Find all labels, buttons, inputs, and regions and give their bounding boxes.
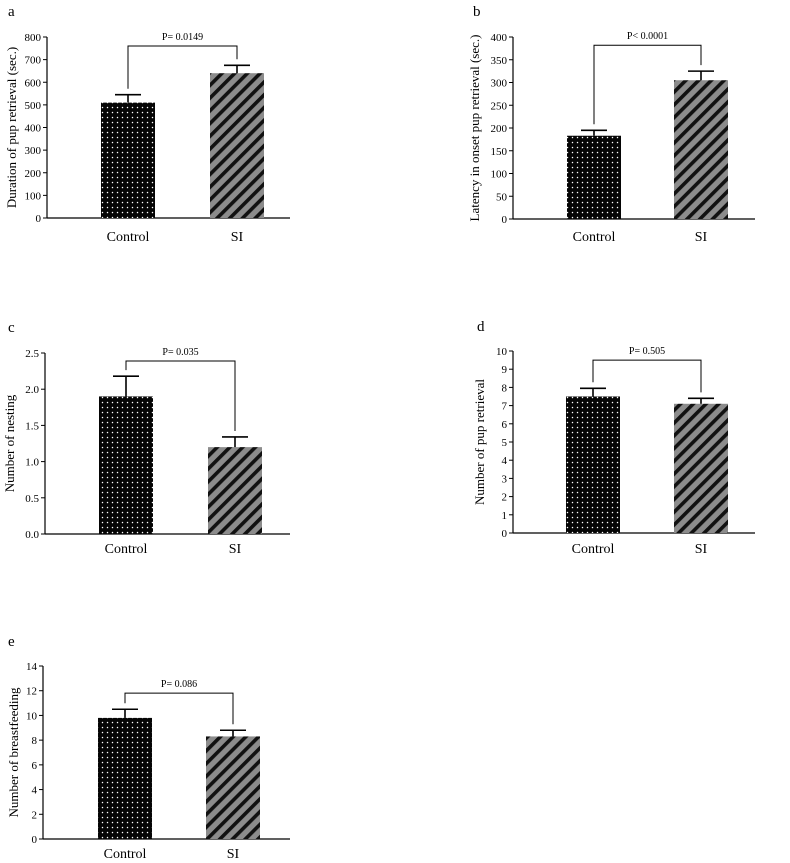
y-tick-label: 1.0 [25, 457, 39, 469]
y-tick-label: 400 [491, 32, 508, 44]
p-value-label: P= 0.035 [162, 347, 198, 358]
x-tick-label: Control [104, 847, 147, 862]
y-axis-title: Number of pup retrieval [472, 379, 487, 505]
panel-letter: e [8, 634, 15, 650]
bar-si [674, 80, 728, 219]
bar-si [674, 403, 728, 533]
bar-control [566, 396, 620, 533]
x-tick-label: SI [227, 847, 240, 862]
significance-bracket [592, 359, 702, 393]
y-tick-label: 4 [32, 785, 38, 797]
y-tick-label: 8 [502, 382, 508, 394]
y-tick-label: 5 [502, 437, 508, 449]
y-tick-label: 6 [32, 760, 38, 772]
y-tick-label: 600 [25, 77, 42, 89]
y-tick-label: 1 [502, 510, 508, 522]
y-tick-label: 2 [502, 492, 508, 504]
y-tick-label: 300 [25, 145, 42, 157]
y-tick-label: 3 [502, 473, 508, 485]
y-tick-label: 7 [502, 401, 508, 413]
y-tick-label: 2 [32, 809, 38, 821]
x-tick-label: Control [572, 542, 615, 557]
bar-si [206, 736, 260, 839]
y-tick-label: 800 [25, 32, 42, 44]
y-tick-label: 100 [25, 190, 42, 202]
y-tick-label: 12 [26, 686, 37, 698]
y-tick-label: 150 [491, 146, 508, 158]
x-tick-label: Control [105, 542, 148, 557]
p-value-label: P= 0.086 [161, 679, 197, 690]
y-tick-label: 250 [491, 100, 508, 112]
panel-letter: c [8, 320, 15, 336]
y-axis-title: Latency in onset pup retrieval (sec.) [467, 35, 482, 222]
bar-si [210, 73, 264, 218]
p-value-label: P= 0.0149 [162, 32, 203, 43]
bar-si [208, 447, 262, 534]
x-tick-label: Control [107, 230, 150, 245]
panel-d: d 0 1 2 3 4 5 6 7 8 9 10 Number of pup retrieval Cont… [472, 319, 755, 557]
panel-a: a 0 100 200 300 400 500 600 700 800 Duration of pu… [4, 4, 290, 245]
y-tick-label: 2.0 [25, 384, 39, 396]
panel-letter: d [477, 319, 485, 335]
x-tick-label: SI [229, 542, 242, 557]
y-tick-label: 100 [491, 169, 508, 181]
y-tick-label: 350 [491, 55, 508, 67]
y-tick-label: 200 [491, 123, 508, 135]
y-tick-label: 0 [36, 213, 42, 225]
panel-c: c 0.0 0.5 1.0 1.5 2.0 2.5 Number of nesting Cont… [2, 320, 290, 557]
bar-control [98, 717, 152, 839]
x-tick-label: SI [695, 542, 708, 557]
y-tick-label: 700 [25, 55, 42, 67]
x-tick-label: SI [231, 230, 244, 245]
y-tick-label: 300 [491, 78, 508, 90]
y-tick-label: 2.5 [25, 348, 39, 360]
y-axis-title: Number of breastfeeding [6, 687, 21, 817]
y-axis-title: Number of nesting [2, 394, 17, 492]
bar-control [99, 396, 153, 534]
significance-bracket [127, 45, 238, 89]
y-tick-label: 500 [25, 100, 42, 112]
y-tick-label: 200 [25, 168, 42, 180]
bar-control [101, 102, 155, 218]
panel-letter: a [8, 4, 15, 20]
p-value-label: P= 0.505 [629, 346, 665, 357]
y-tick-label: 0 [32, 834, 38, 846]
x-tick-label: Control [573, 230, 616, 245]
significance-bracket [593, 44, 702, 125]
significance-bracket [124, 692, 234, 725]
y-tick-label: 6 [502, 419, 508, 431]
y-tick-label: 0 [502, 214, 508, 226]
y-tick-label: 1.5 [25, 420, 39, 432]
y-axis-title: Duration of pup retrieval (sec.) [4, 47, 19, 208]
y-tick-label: 0 [502, 528, 508, 540]
y-tick-label: 50 [496, 191, 508, 203]
significance-bracket [125, 360, 236, 431]
y-tick-label: 8 [32, 735, 38, 747]
y-tick-label: 400 [25, 123, 42, 135]
y-tick-label: 10 [496, 346, 508, 358]
p-value-label: P< 0.0001 [627, 31, 668, 42]
y-tick-label: 14 [26, 661, 38, 673]
y-tick-label: 10 [26, 710, 38, 722]
bar-control [567, 135, 621, 219]
x-tick-label: SI [695, 230, 708, 245]
y-tick-label: 0.5 [25, 493, 39, 505]
panel-b: b 0 50 100 150 200 250 300 350 400 Latency in onse… [467, 4, 755, 245]
y-tick-label: 0.0 [25, 529, 39, 541]
y-tick-label: 9 [502, 364, 508, 376]
panel-letter: b [473, 4, 481, 20]
y-tick-label: 4 [502, 455, 508, 467]
panel-e: e 0 2 4 6 8 10 12 14 Number of breastfeeding Contr… [6, 634, 290, 862]
